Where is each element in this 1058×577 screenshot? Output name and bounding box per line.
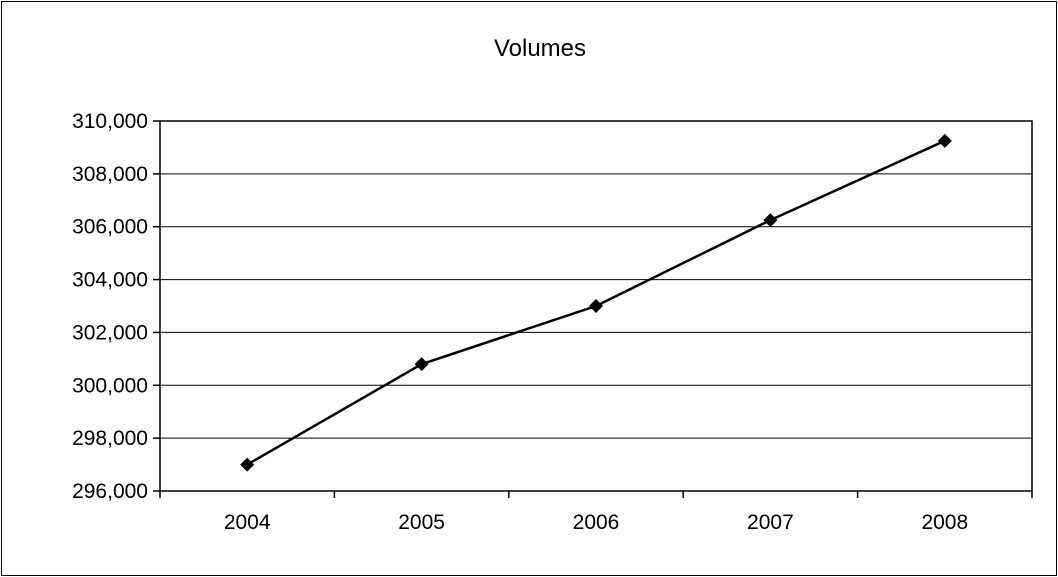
x-tick-label: 2008 (921, 511, 968, 534)
y-tick-label: 300,000 (72, 374, 148, 397)
x-tick-label: 2005 (398, 511, 445, 534)
y-tick-label: 306,000 (72, 216, 148, 239)
data-point (589, 299, 603, 313)
x-tick-label: 2007 (747, 511, 794, 534)
y-tick-label: 296,000 (72, 480, 148, 503)
axes: 296,000 298,000 300,000 302,000 304,000 306,0… (72, 110, 1033, 534)
gridlines (160, 173, 1032, 439)
y-tick-label: 308,000 (72, 163, 148, 186)
chart-title: Volumes (494, 35, 586, 62)
series-layer (240, 133, 952, 472)
y-tick-label: 298,000 (72, 427, 148, 450)
data-point (937, 133, 952, 148)
y-tick-label: 302,000 (72, 321, 148, 344)
x-tick-label: 2004 (224, 511, 271, 534)
x-tick-label: 2006 (573, 511, 620, 534)
data-point (240, 457, 255, 472)
data-point (414, 357, 429, 372)
plot-area (159, 120, 1033, 492)
data-point (763, 213, 778, 228)
y-tick-label: 304,000 (72, 269, 148, 292)
y-tick-label: 310,000 (72, 110, 148, 133)
